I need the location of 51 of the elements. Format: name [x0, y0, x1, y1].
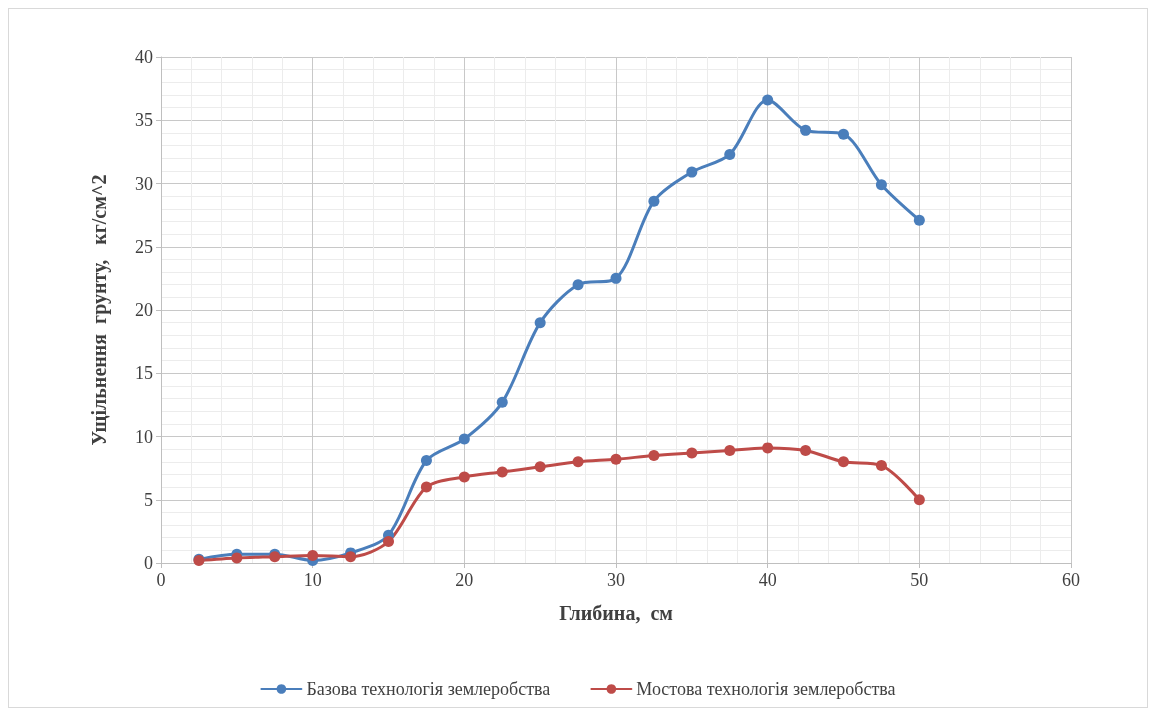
point [458, 433, 470, 445]
point [345, 551, 357, 563]
point [610, 453, 622, 465]
x-tick-label: 60 [1062, 570, 1080, 590]
point [307, 549, 319, 561]
point [686, 166, 698, 178]
y-tick-label: 40 [135, 47, 153, 67]
point [762, 442, 774, 454]
point [534, 317, 546, 329]
point [913, 214, 925, 226]
y-tick-label: 25 [135, 236, 153, 257]
point [875, 179, 887, 191]
point [724, 444, 736, 456]
point [913, 494, 925, 506]
point [496, 466, 508, 478]
point [420, 481, 432, 493]
point [762, 94, 774, 106]
x-axis-title: Глибина, см [559, 602, 673, 624]
point [648, 195, 660, 207]
x-tick-label: 30 [607, 570, 625, 590]
point [231, 552, 243, 564]
legend-label: Базова технологія землеробства [306, 679, 551, 699]
x-tick-label: 50 [910, 570, 929, 590]
y-tick-label: 15 [135, 363, 153, 384]
y-tick-label: 5 [144, 489, 153, 510]
point [610, 272, 622, 284]
point [875, 460, 887, 472]
y-tick-label: 10 [135, 426, 153, 447]
point [648, 449, 660, 461]
point [724, 148, 736, 160]
point [572, 279, 584, 291]
point [420, 455, 432, 467]
point [534, 461, 546, 473]
y-tick-label: 35 [135, 110, 153, 131]
y-axis-title: Ущільнення грунту, кг/см^2 [88, 174, 111, 446]
point [458, 471, 470, 483]
point [383, 536, 394, 547]
y-tick-label: 20 [135, 300, 153, 320]
x-tick-label: 20 [455, 570, 474, 590]
point [838, 456, 849, 468]
point [686, 447, 698, 459]
point [800, 124, 812, 136]
y-tick-label: 0 [144, 553, 153, 573]
point [496, 396, 508, 408]
y-tick-label: 30 [135, 173, 153, 194]
point [572, 456, 584, 468]
legend-label: Мостова технологія землеробства [636, 679, 896, 699]
x-tick-label: 10 [303, 570, 322, 590]
point [838, 128, 849, 140]
point [800, 444, 812, 456]
x-tick-label: 40 [758, 570, 777, 590]
